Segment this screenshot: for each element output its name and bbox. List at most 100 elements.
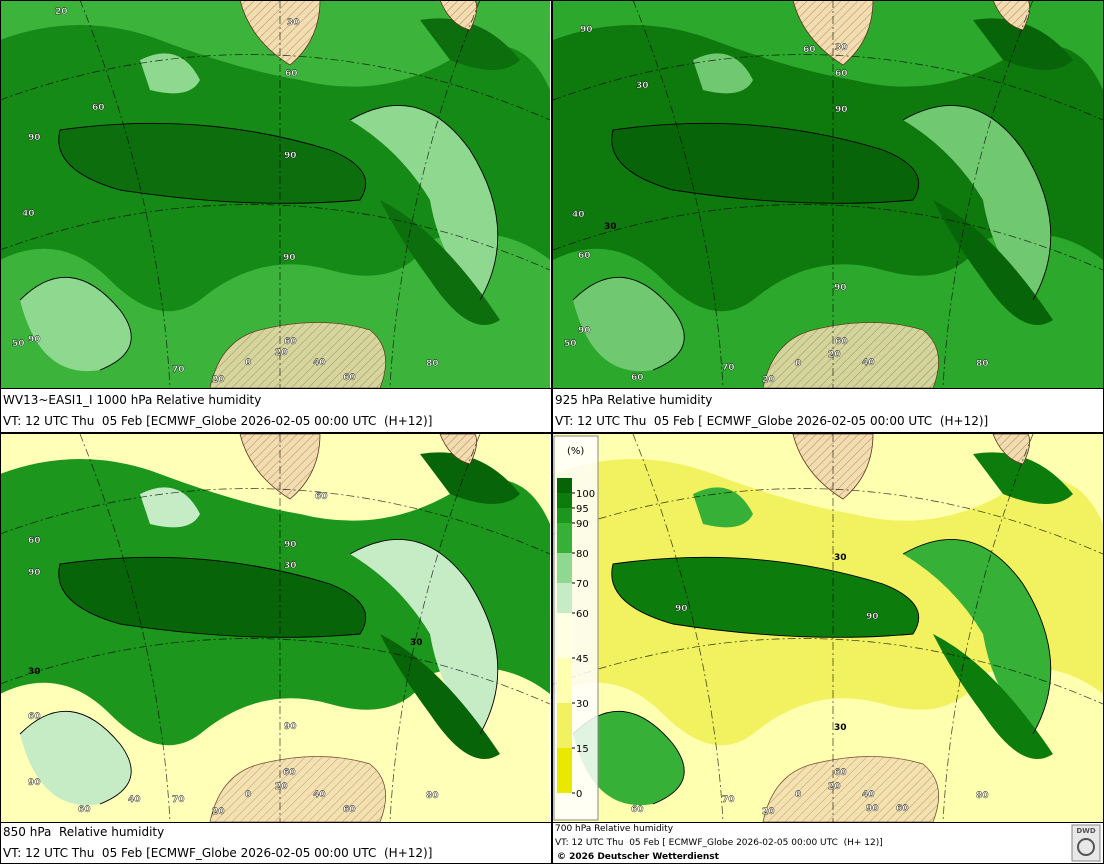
legend-swatch xyxy=(557,508,572,523)
contour-label: 70 xyxy=(172,365,185,375)
contour-label: 0 xyxy=(245,358,251,368)
contour-label: 90 xyxy=(28,778,41,788)
caption-bg xyxy=(553,389,1103,432)
legend-swatch xyxy=(557,553,572,583)
legend-tick-label: 30 xyxy=(576,699,589,710)
contour-label: 60 xyxy=(835,337,848,347)
legend-swatch xyxy=(557,493,572,508)
contour-label: 90 xyxy=(866,612,879,622)
contour-label: 60 xyxy=(803,45,816,55)
contour-label: 90 xyxy=(28,133,41,143)
valid-time: VT: 12 UTC Thu 05 Feb [ECMWF_Globe 2026-… xyxy=(3,414,432,428)
contour-label: 20 xyxy=(828,350,841,360)
legend-swatch xyxy=(557,583,572,613)
contour-label: 60 xyxy=(315,492,328,502)
contour-label: 0 xyxy=(245,790,251,800)
legend-swatch xyxy=(557,523,572,553)
map-1000hpa xyxy=(0,0,550,388)
contour-label: 90 xyxy=(675,604,688,614)
caption: 925 hPa Relative humidity xyxy=(555,393,712,407)
valid-time: VT: 12 UTC Thu 05 Feb [ ECMWF_Globe 2026… xyxy=(555,414,988,428)
contour-label: 70 xyxy=(722,363,735,373)
legend-tick-label: 70 xyxy=(576,579,589,590)
caption-bg xyxy=(1,389,551,432)
copyright: © 2026 Deutscher Wetterdienst xyxy=(557,852,720,862)
legend-top-swatch xyxy=(557,478,572,493)
contour-label: 30 xyxy=(636,81,649,91)
contour-label: 40 xyxy=(572,210,585,220)
contour-label: 90 xyxy=(835,105,848,115)
contour-label: 40 xyxy=(22,209,35,219)
contour-label: 0 xyxy=(795,359,801,369)
contour-label: 30 xyxy=(834,553,847,563)
contour-label: 60 xyxy=(285,69,298,79)
contour-label: 20 xyxy=(275,348,288,358)
contour-label: 90 xyxy=(284,151,297,161)
contour-label: 40 xyxy=(862,358,875,368)
contour-label: 40 xyxy=(313,790,326,800)
contour-label: 70 xyxy=(172,795,185,805)
contour-label: 60 xyxy=(835,69,848,79)
contour-label: 60 xyxy=(92,103,105,113)
map-925hpa xyxy=(553,0,1103,388)
contour-label: 30 xyxy=(835,43,848,53)
contour-label: 90 xyxy=(578,326,591,336)
contour-label: 70 xyxy=(722,795,735,805)
contour-label: 90 xyxy=(834,283,847,293)
map-700hpa xyxy=(553,434,1103,822)
dwd-logo: DWD xyxy=(1071,824,1101,862)
contour-label: 90 xyxy=(283,253,296,263)
contour-label: 80 xyxy=(426,359,439,369)
contour-label: 60 xyxy=(28,712,41,722)
contour-label: 60 xyxy=(578,251,591,261)
legend: (%) 0 15 30 45 60 70 80 90 95 100 xyxy=(553,435,599,821)
contour-label: 40 xyxy=(128,795,141,805)
caption: WV13~EASI1_I 1000 hPa Relative humidity xyxy=(3,393,261,407)
contour-label: 60 xyxy=(283,768,296,778)
legend-tick-label: 15 xyxy=(576,744,589,755)
legend-swatch xyxy=(557,703,572,748)
contour-label: 80 xyxy=(976,791,989,801)
contour-label: 30 xyxy=(287,18,300,28)
contour-label: 0 xyxy=(795,790,801,800)
contour-label: 60 xyxy=(631,373,644,383)
legend-tick-label: 45 xyxy=(576,654,589,665)
contour-label: 40 xyxy=(313,358,326,368)
legend-tick-label: 60 xyxy=(576,609,589,620)
map-850hpa xyxy=(0,434,550,822)
contour-label: 90 xyxy=(28,568,41,578)
contour-label: 30 xyxy=(284,561,297,571)
contour-label: 20 xyxy=(762,807,775,817)
valid-time: VT: 12 UTC Thu 05 Feb [ ECMWF_Globe 2026… xyxy=(555,838,883,848)
contour-label: 30 xyxy=(410,638,423,648)
caption: 700 hPa Relative humidity xyxy=(555,824,674,834)
caption: 850 hPa Relative humidity xyxy=(3,825,164,839)
contour-label: 20 xyxy=(275,782,288,792)
contour-label: 50 xyxy=(564,339,577,349)
contour-label: 80 xyxy=(426,791,439,801)
contour-label: 20 xyxy=(762,375,775,385)
contour-label: 60 xyxy=(834,768,847,778)
contour-label: 90 xyxy=(580,25,593,35)
contour-label: 20 xyxy=(828,782,841,792)
contour-label: 50 xyxy=(12,339,25,349)
legend-swatch xyxy=(557,658,572,703)
contour-label: 90 xyxy=(28,335,41,345)
contour-label: 80 xyxy=(976,359,989,369)
contour-label: 20 xyxy=(55,7,68,17)
legend-tick-label: 95 xyxy=(576,504,589,515)
contour-label: 60 xyxy=(284,337,297,347)
caption-bg xyxy=(1,823,551,863)
legend-swatch xyxy=(557,748,572,793)
legend-tick-label: 80 xyxy=(576,549,589,560)
contour-label: 90 xyxy=(284,540,297,550)
contour-label: 60 xyxy=(896,804,909,814)
contour-label: 20 xyxy=(212,375,225,385)
contour-label: 60 xyxy=(28,536,41,546)
labels: 20 30 60 60 90 90 40 90 50 90 60 0 20 40… xyxy=(12,7,989,817)
valid-time: VT: 12 UTC Thu 05 Feb [ECMWF_Globe 2026-… xyxy=(3,846,432,860)
contour-label: 60 xyxy=(631,805,644,815)
contour-label: 30 xyxy=(834,723,847,733)
legend-tick-label: 100 xyxy=(576,489,595,500)
